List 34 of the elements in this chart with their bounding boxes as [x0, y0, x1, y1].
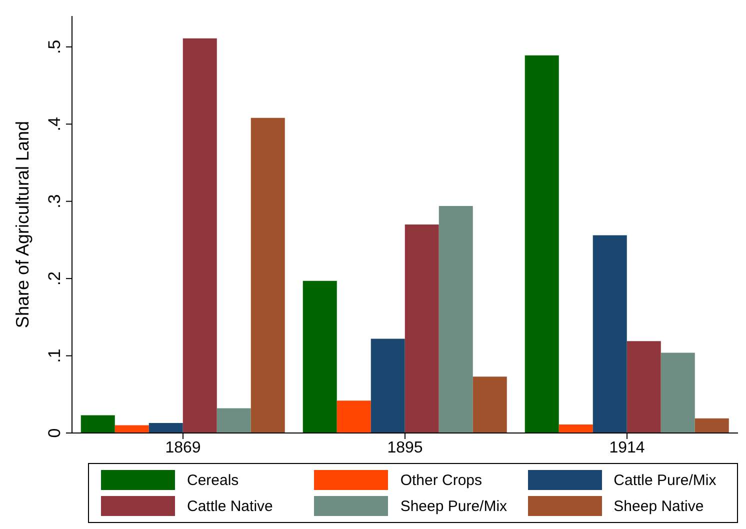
- bar: [626, 341, 661, 433]
- bar: [472, 376, 507, 433]
- y-tick-label: .5: [45, 40, 64, 54]
- bar: [370, 338, 405, 433]
- bar: [182, 38, 217, 433]
- bar: [302, 280, 337, 433]
- legend-label: Cattle Pure/Mix: [614, 472, 716, 488]
- y-tick-label: 0: [45, 428, 64, 438]
- bar: [524, 55, 559, 433]
- bar: [80, 415, 115, 433]
- bar: [438, 206, 473, 433]
- y-tick-label: .1: [45, 348, 64, 363]
- x-tick-label: 1895: [387, 439, 423, 456]
- legend-label: Sheep Native: [614, 498, 704, 514]
- bar: [336, 400, 371, 433]
- y-tick-label: .2: [45, 271, 64, 286]
- bar: [216, 408, 251, 433]
- x-tick-label: 1914: [609, 439, 645, 456]
- bar: [694, 418, 729, 433]
- bar: [558, 424, 593, 433]
- legend-label: Other Crops: [400, 472, 482, 488]
- bar: [660, 352, 695, 433]
- y-axis-title: Share of Agricultural Land: [12, 120, 32, 328]
- x-tick-label: 1869: [165, 439, 201, 456]
- bar: [114, 425, 149, 433]
- bar: [148, 422, 183, 433]
- y-tick-label: .3: [45, 194, 64, 208]
- y-tick-label: .4: [45, 117, 64, 132]
- bar: [404, 224, 439, 433]
- legend-label: Cattle Native: [187, 498, 273, 514]
- legend-label: Cereals: [187, 472, 239, 488]
- bar: [250, 118, 285, 433]
- legend-label: Sheep Pure/Mix: [400, 498, 508, 514]
- bar: [592, 235, 627, 433]
